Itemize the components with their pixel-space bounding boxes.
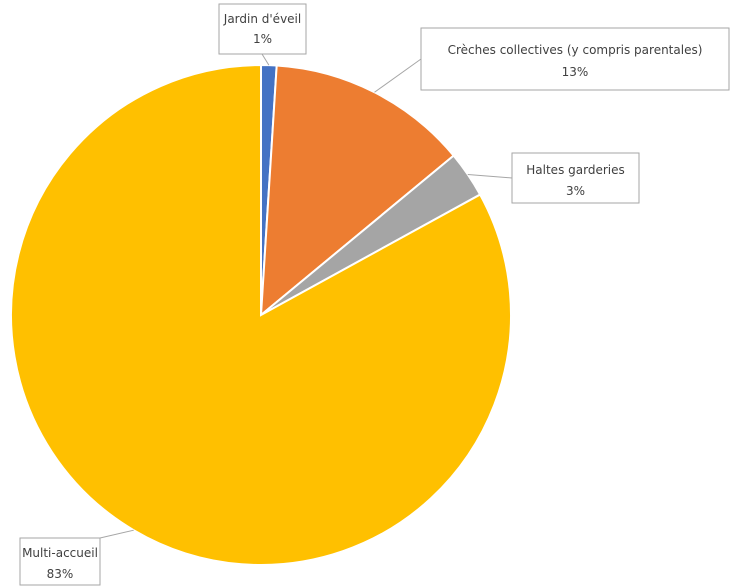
callout-category-multi-accueil: Multi-accueil [22,546,98,560]
pie-slice-multi-accueil [10,63,512,566]
leader-line-multi-accueil [99,529,134,539]
callout-percent-jardin-d-eveil: 1% [253,32,272,46]
leader-line-jardin-d-eveil [261,53,270,66]
pie-slices [10,63,512,566]
callout-creches-collectives: Crèches collectives (y compris parentale… [420,27,730,91]
leader-lines [99,53,513,539]
callout-multi-accueil: Multi-accueil 83% [19,537,101,586]
leader-line-haltes-garderies [467,173,513,179]
callout-percent-creches-collectives: 13% [562,65,589,79]
callout-category-haltes-garderies: Haltes garderies [526,163,624,177]
callout-jardin-d-eveil: Jardin d'éveil 1% [218,3,307,55]
pie-slice-creches-collectives-y-compris-parentales [259,64,456,318]
callout-category-creches-collectives: Crèches collectives (y compris parentale… [448,43,703,57]
callout-percent-multi-accueil: 83% [47,567,74,581]
leader-line-creches-collectives [374,58,422,93]
callout-category-jardin-d-eveil: Jardin d'éveil [223,12,301,26]
callout-percent-haltes-garderies: 3% [566,184,585,198]
callout-haltes-garderies: Haltes garderies 3% [511,152,640,204]
